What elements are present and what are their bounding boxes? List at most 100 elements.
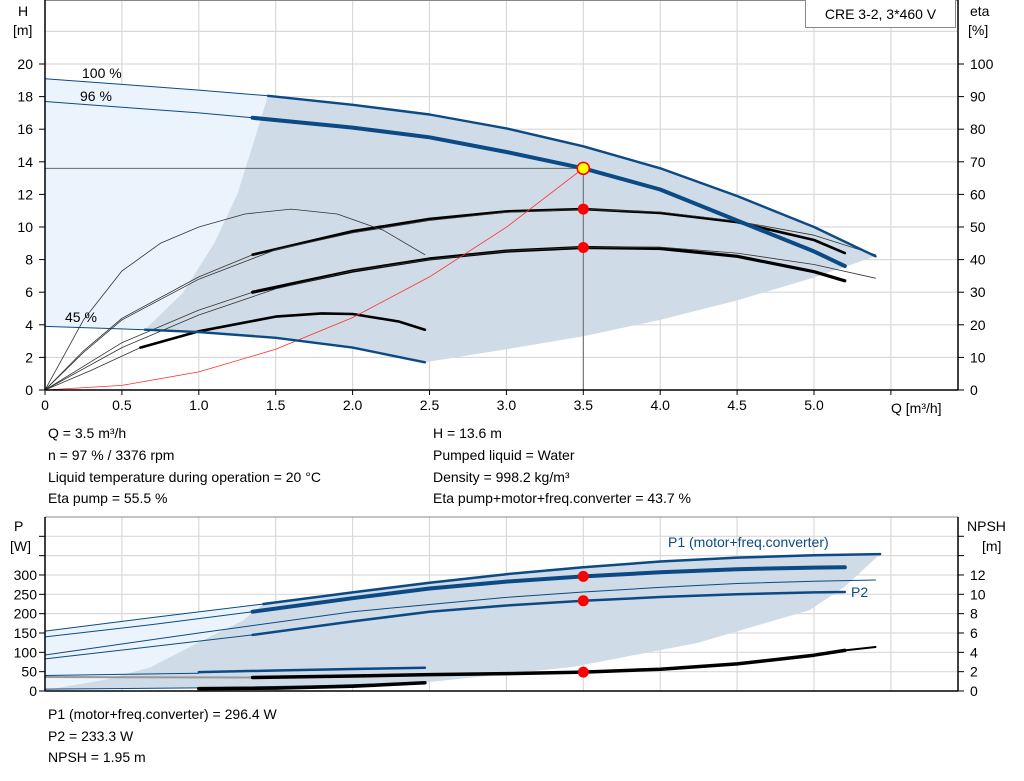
power-curve-thin bbox=[44, 603, 264, 632]
p-tick-label: 50 bbox=[21, 664, 37, 680]
readout-p1: P1 (motor+freq.converter) = 296.4 W bbox=[48, 706, 277, 722]
eta-tick-label: 10 bbox=[970, 349, 986, 365]
eta-axis-unit: [%] bbox=[968, 22, 988, 38]
q-tick-label: 1.0 bbox=[189, 397, 209, 413]
npsh-tick-label: 10 bbox=[970, 586, 986, 602]
h-axis-name: H bbox=[18, 3, 28, 19]
h-tick-label: 10 bbox=[17, 219, 33, 235]
npsh-tick-label: 8 bbox=[970, 606, 978, 622]
eta-tick-label: 100 bbox=[970, 56, 994, 72]
curve-label-96: 96 % bbox=[80, 88, 112, 104]
eta-tick-label: 80 bbox=[970, 121, 986, 137]
eta-tick-label: 30 bbox=[970, 284, 986, 300]
h-tick-label: 14 bbox=[17, 154, 33, 170]
eta-tick-label: 90 bbox=[970, 89, 986, 105]
power-curve bbox=[262, 552, 882, 606]
readout-temperature: Liquid temperature during operation = 20… bbox=[48, 469, 321, 485]
q-axis-label: Q [m³/h] bbox=[891, 400, 942, 416]
p2-operating-point bbox=[577, 595, 589, 607]
eta-tick-label: 60 bbox=[970, 186, 986, 202]
duty-point bbox=[576, 161, 591, 176]
eta-curve-thin bbox=[44, 254, 254, 391]
q-tick-label: 4.0 bbox=[650, 397, 670, 413]
eta-operating-point bbox=[577, 242, 589, 254]
q-tick-label: 2.0 bbox=[343, 397, 363, 413]
npsh-curve-tail bbox=[843, 646, 877, 652]
q-tick-label: 1.5 bbox=[266, 397, 286, 413]
eta-curve-thin bbox=[44, 246, 876, 391]
pump-model-label: CRE 3-2, 3*460 V bbox=[805, 0, 956, 28]
q-tick-label: 0.5 bbox=[112, 397, 132, 413]
npsh-curve-thin bbox=[44, 676, 254, 679]
npsh-tick-label: 4 bbox=[970, 644, 978, 660]
eta-curve-thin bbox=[44, 291, 254, 391]
p-tick-label: 300 bbox=[14, 567, 38, 583]
readout-flow: Q = 3.5 m³/h bbox=[48, 425, 127, 441]
q-tick-label: 3.0 bbox=[497, 397, 517, 413]
p1-operating-point bbox=[577, 570, 589, 582]
eta-curve-thin bbox=[44, 208, 426, 391]
bottom-axes: 0 50 100 150 200 250 300 0 2 4 6 8 10 12 bbox=[14, 516, 986, 699]
npsh-operating-point bbox=[577, 666, 589, 678]
h-tick-label: 6 bbox=[25, 284, 33, 300]
power-curve-thin bbox=[44, 634, 254, 660]
p1-series-label: P1 (motor+freq.converter) bbox=[668, 534, 829, 550]
npsh-tick-label: 2 bbox=[970, 664, 978, 680]
npsh-curve bbox=[197, 681, 427, 691]
bottom-curves bbox=[44, 552, 882, 691]
eta-tick-label: 20 bbox=[970, 317, 986, 333]
q-tick-label: 5.0 bbox=[804, 397, 824, 413]
h-tick-label: 8 bbox=[25, 252, 33, 268]
curve-label-45: 45 % bbox=[65, 309, 97, 325]
head-curve bbox=[143, 328, 427, 364]
h-tick-label: 16 bbox=[17, 121, 33, 137]
npsh-tick-label: 0 bbox=[970, 683, 978, 699]
h-tick-label: 0 bbox=[25, 382, 33, 398]
q-tick-label: 0 bbox=[41, 397, 49, 413]
h-tick-label: 2 bbox=[25, 349, 33, 365]
readout-head: H = 13.6 m bbox=[433, 425, 502, 441]
q-tick-label: 3.5 bbox=[574, 397, 594, 413]
p-tick-label: 250 bbox=[14, 586, 38, 602]
p-axis-unit: [W] bbox=[10, 538, 31, 554]
npsh-tick-label: 12 bbox=[970, 567, 986, 583]
operating-range-region bbox=[52, 554, 881, 689]
head-curve bbox=[266, 94, 877, 258]
readout-density: Density = 998.2 kg/m³ bbox=[433, 469, 570, 485]
eta-tick-label: 0 bbox=[970, 382, 978, 398]
light-region bbox=[45, 78, 268, 330]
power-curve-thin bbox=[44, 611, 254, 638]
readout-p2: P2 = 233.3 W bbox=[48, 728, 134, 744]
h-tick-label: 4 bbox=[25, 317, 33, 333]
h-tick-label: 20 bbox=[17, 56, 33, 72]
npsh-axis-name: NPSH bbox=[967, 518, 1006, 534]
readout-npsh: NPSH = 1.95 m bbox=[48, 749, 146, 765]
p-tick-label: 100 bbox=[14, 644, 38, 660]
top-axes: 0 0.5 1.0 1.5 2.0 2.5 3.0 3.5 4.0 4.5 5.0 0 2 4 6 8 10 12… bbox=[17, 0, 994, 413]
system-curve bbox=[44, 167, 584, 391]
eta-axis-name: eta bbox=[970, 3, 990, 19]
head-curve-thin bbox=[44, 101, 254, 119]
npsh-tick-label: 6 bbox=[970, 625, 978, 641]
head-curve-thin bbox=[44, 78, 269, 97]
readout-liquid: Pumped liquid = Water bbox=[433, 447, 575, 463]
h-tick-label: 12 bbox=[17, 186, 33, 202]
bottom-operating-region bbox=[45, 554, 881, 689]
readout-eta-total: Eta pump+motor+freq.converter = 43.7 % bbox=[433, 490, 691, 506]
readout-speed: n = 97 % / 3376 rpm bbox=[48, 447, 175, 463]
eta-operating-point bbox=[577, 203, 589, 215]
q-tick-label: 2.5 bbox=[420, 397, 440, 413]
power-curve-thin bbox=[44, 672, 200, 676]
power-curve-thin bbox=[44, 579, 876, 656]
eta-tick-label: 70 bbox=[970, 154, 986, 170]
q-tick-label: 4.5 bbox=[727, 397, 747, 413]
npsh-axis-unit: [m] bbox=[982, 538, 1001, 554]
eta-tick-label: 40 bbox=[970, 252, 986, 268]
head-curve-thin bbox=[44, 325, 146, 331]
p-axis-name: P bbox=[14, 518, 23, 534]
top-curves bbox=[44, 78, 877, 391]
h-axis-unit: [m] bbox=[13, 22, 32, 38]
h-tick-label: 18 bbox=[17, 89, 33, 105]
p2-series-label: P2 bbox=[851, 584, 868, 600]
